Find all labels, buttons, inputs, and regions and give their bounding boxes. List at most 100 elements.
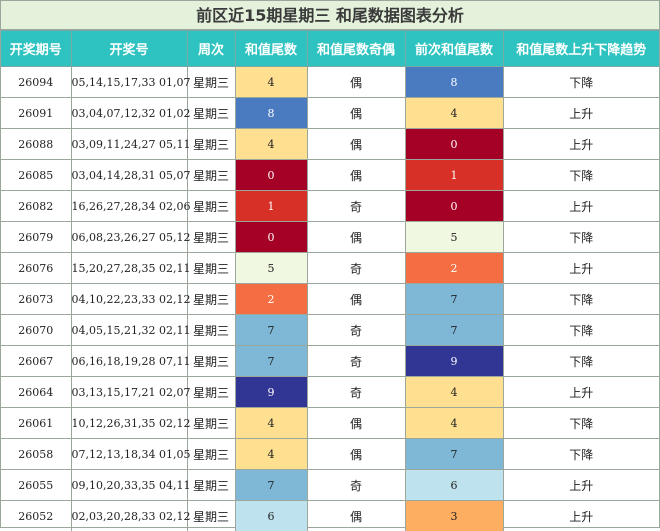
numbers-cell: 06,08,23,26,27 05,12	[71, 222, 187, 253]
trend-cell: 下降	[503, 346, 659, 377]
parity-cell: 奇	[307, 315, 405, 346]
analysis-table: 开奖期号 开奖号 周次 和值尾数 和值尾数奇偶 前次和值尾数 和值尾数上升下降趋…	[1, 30, 659, 531]
numbers-cell: 04,10,22,23,33 02,12	[71, 284, 187, 315]
prev-tail-cell: 2	[405, 253, 503, 284]
header-trend: 和值尾数上升下降趋势	[503, 31, 659, 67]
trend-cell: 下降	[503, 67, 659, 98]
numbers-cell: 07,12,13,18,34 01,05	[71, 439, 187, 470]
issue-cell: 26094	[1, 67, 71, 98]
trend-cell: 下降	[503, 284, 659, 315]
weekday-cell: 星期三	[187, 129, 235, 160]
prev-tail-cell: 5	[405, 222, 503, 253]
issue-cell: 26061	[1, 408, 71, 439]
numbers-cell: 05,14,15,17,33 01,07	[71, 67, 187, 98]
weekday-cell: 星期三	[187, 439, 235, 470]
prev-tail-cell: 0	[405, 129, 503, 160]
prev-tail-cell: 7	[405, 439, 503, 470]
weekday-cell: 星期三	[187, 284, 235, 315]
numbers-cell: 15,20,27,28,35 02,11	[71, 253, 187, 284]
issue-cell: 26079	[1, 222, 71, 253]
prev-tail-cell: 1	[405, 160, 503, 191]
parity-cell: 奇	[307, 191, 405, 222]
issue-cell: 26055	[1, 470, 71, 501]
tail-cell: 7	[235, 346, 307, 377]
issue-cell: 26073	[1, 284, 71, 315]
trend-cell: 下降	[503, 222, 659, 253]
parity-cell: 偶	[307, 98, 405, 129]
numbers-cell: 04,05,15,21,32 02,11	[71, 315, 187, 346]
issue-cell: 26064	[1, 377, 71, 408]
parity-cell: 偶	[307, 439, 405, 470]
prev-tail-cell: 8	[405, 67, 503, 98]
prev-tail-cell: 4	[405, 98, 503, 129]
header-prev-tail: 前次和值尾数	[405, 31, 503, 67]
prev-tail-cell: 3	[405, 501, 503, 531]
header-parity: 和值尾数奇偶	[307, 31, 405, 67]
header-row: 开奖期号 开奖号 周次 和值尾数 和值尾数奇偶 前次和值尾数 和值尾数上升下降趋…	[1, 31, 659, 67]
parity-cell: 偶	[307, 408, 405, 439]
header-weekday: 周次	[187, 31, 235, 67]
numbers-cell: 03,09,11,24,27 05,11	[71, 129, 187, 160]
weekday-cell: 星期三	[187, 67, 235, 98]
tail-cell: 4	[235, 129, 307, 160]
parity-cell: 奇	[307, 470, 405, 501]
prev-tail-cell: 4	[405, 377, 503, 408]
header-numbers: 开奖号	[71, 31, 187, 67]
prev-tail-cell: 6	[405, 470, 503, 501]
numbers-cell: 16,26,27,28,34 02,06	[71, 191, 187, 222]
trend-cell: 上升	[503, 377, 659, 408]
numbers-cell: 02,03,20,28,33 02,12	[71, 501, 187, 531]
numbers-cell: 03,04,14,28,31 05,07	[71, 160, 187, 191]
tail-cell: 8	[235, 98, 307, 129]
issue-cell: 26085	[1, 160, 71, 191]
tail-cell: 1	[235, 191, 307, 222]
parity-cell: 奇	[307, 377, 405, 408]
prev-tail-cell: 7	[405, 315, 503, 346]
header-issue: 开奖期号	[1, 31, 71, 67]
parity-cell: 偶	[307, 160, 405, 191]
issue-cell: 26070	[1, 315, 71, 346]
numbers-cell: 03,04,07,12,32 01,02	[71, 98, 187, 129]
issue-cell: 26091	[1, 98, 71, 129]
trend-cell: 下降	[503, 315, 659, 346]
numbers-cell: 06,16,18,19,28 07,11	[71, 346, 187, 377]
weekday-cell: 星期三	[187, 191, 235, 222]
prev-tail-cell: 4	[405, 408, 503, 439]
weekday-cell: 星期三	[187, 470, 235, 501]
parity-cell: 偶	[307, 284, 405, 315]
issue-cell: 26067	[1, 346, 71, 377]
trend-cell: 上升	[503, 191, 659, 222]
trend-cell: 下降	[503, 160, 659, 191]
tail-cell: 0	[235, 222, 307, 253]
page-title: 前区近15期星期三 和尾数据图表分析	[1, 1, 659, 30]
trend-cell: 上升	[503, 98, 659, 129]
weekday-cell: 星期三	[187, 98, 235, 129]
numbers-cell: 10,12,26,31,35 02,12	[71, 408, 187, 439]
weekday-cell: 星期三	[187, 346, 235, 377]
trend-cell: 上升	[503, 253, 659, 284]
parity-cell: 奇	[307, 346, 405, 377]
tail-cell: 4	[235, 408, 307, 439]
header-tail: 和值尾数	[235, 31, 307, 67]
trend-cell: 上升	[503, 129, 659, 160]
prev-tail-cell: 9	[405, 346, 503, 377]
trend-cell: 下降	[503, 408, 659, 439]
trend-cell: 上升	[503, 470, 659, 501]
weekday-cell: 星期三	[187, 160, 235, 191]
tail-cell: 4	[235, 67, 307, 98]
